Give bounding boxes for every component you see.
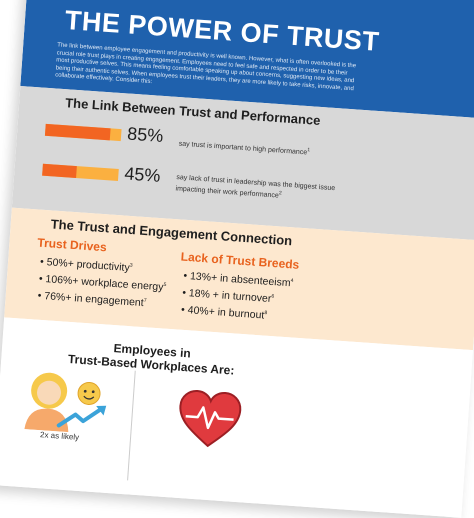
growth-arrow bbox=[56, 406, 105, 428]
person-face bbox=[37, 380, 62, 405]
trust-drives-list: • 50%+ productivity3 • 106%+ workplace e… bbox=[37, 256, 168, 316]
heart-pulse-icon bbox=[179, 390, 242, 448]
smiley-eye bbox=[83, 389, 87, 393]
heart-shape bbox=[179, 390, 242, 448]
list-item: • 18% + in turnover6 bbox=[181, 286, 275, 305]
footnote-ref: 2 bbox=[278, 190, 282, 197]
person-body bbox=[24, 408, 69, 433]
list-item: • 76%+ in engagement7 bbox=[37, 289, 147, 310]
smiley-mouth bbox=[83, 395, 95, 400]
person-growth-icon bbox=[24, 372, 107, 433]
pulse-line bbox=[185, 406, 234, 430]
footnote-ref: 1 bbox=[307, 147, 311, 154]
stat-bar-fill bbox=[42, 163, 78, 179]
growth-arrow-head bbox=[96, 405, 107, 416]
lack-of-trust-list: • 13%+ in absenteeism4 • 18% + in turnov… bbox=[180, 270, 294, 329]
stat-percent-85: 85% bbox=[126, 123, 164, 147]
stat-percent-45: 45% bbox=[123, 163, 162, 186]
smiley-icon bbox=[77, 381, 101, 405]
list-item: • 40%+ in burnout8 bbox=[180, 303, 268, 322]
smiley-eye bbox=[91, 390, 95, 394]
